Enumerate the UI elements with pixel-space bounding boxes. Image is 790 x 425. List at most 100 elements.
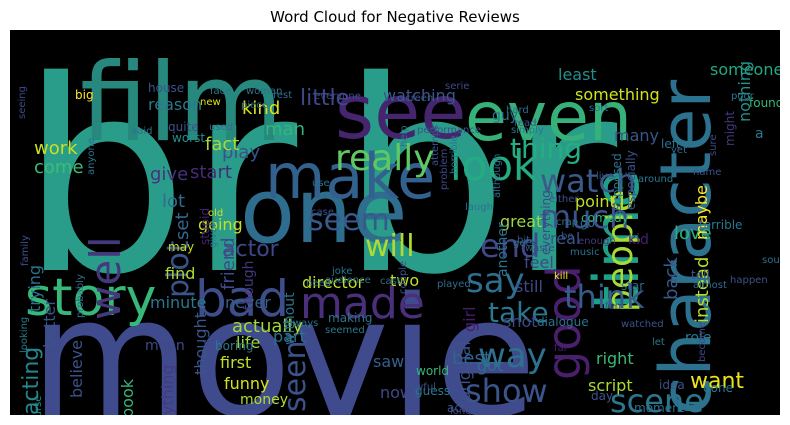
word-love: love bbox=[674, 223, 712, 244]
word-time: time bbox=[580, 170, 653, 310]
word-guy: guy bbox=[492, 108, 518, 124]
word-part: part bbox=[273, 327, 306, 346]
word-watched: watched bbox=[621, 319, 664, 330]
word-always: always bbox=[284, 318, 318, 329]
word-film: film bbox=[80, 41, 283, 166]
word-let: let bbox=[652, 337, 665, 348]
word-got: got bbox=[477, 356, 503, 375]
word-piece: piece bbox=[241, 100, 268, 111]
word-cloud: br br movie film one see even make character bad m… bbox=[10, 30, 780, 415]
word-big: big bbox=[75, 88, 94, 102]
word-everyone: everyone bbox=[314, 91, 361, 102]
word-attempt: attempt bbox=[430, 126, 441, 166]
word-trying: trying bbox=[25, 265, 44, 312]
word-problem: problem bbox=[439, 149, 450, 190]
word-story: story bbox=[25, 268, 156, 328]
word-comedy: comedy bbox=[581, 211, 629, 225]
word-mean: mean bbox=[145, 338, 185, 354]
word-around: around bbox=[638, 174, 673, 185]
word-found: found bbox=[749, 96, 780, 110]
word-terrible: terrible bbox=[699, 218, 742, 232]
word-seemed: seemed bbox=[325, 325, 365, 336]
word-kid: kid bbox=[628, 232, 649, 248]
word-help: help bbox=[399, 125, 410, 147]
word-probably: probably bbox=[75, 274, 86, 318]
word-take: take bbox=[488, 296, 549, 329]
word-sure: sure bbox=[708, 134, 719, 156]
word-even: even bbox=[465, 78, 632, 157]
word-although: although bbox=[492, 154, 503, 198]
word-serie: serie bbox=[445, 81, 469, 92]
word-poor: poor bbox=[731, 91, 755, 102]
word-waste: waste bbox=[525, 243, 555, 254]
word-book: book bbox=[118, 378, 137, 415]
word-anyone: anyone bbox=[86, 138, 97, 175]
word-star: star bbox=[621, 279, 644, 293]
word-without: without bbox=[282, 292, 298, 345]
word-old: old bbox=[208, 208, 223, 219]
word-gets: gets bbox=[513, 238, 535, 249]
word-tell: tell bbox=[691, 268, 710, 282]
word-someone: someone bbox=[710, 60, 780, 79]
word-original: original bbox=[455, 341, 474, 401]
word-plot: plot bbox=[161, 240, 196, 298]
word-say: say bbox=[466, 261, 525, 301]
word-watch: watch bbox=[540, 162, 636, 200]
word-least: least bbox=[558, 65, 597, 84]
word-back: back bbox=[661, 257, 682, 300]
word-performance: performance bbox=[417, 125, 481, 136]
word-world: world bbox=[416, 364, 449, 378]
word-bad: bad bbox=[195, 270, 289, 328]
word-believe: believe bbox=[67, 340, 86, 398]
word-fact: fact bbox=[205, 134, 239, 155]
word-set: set bbox=[172, 212, 193, 240]
word-audience: audience bbox=[325, 275, 371, 286]
word-watching: watching bbox=[383, 86, 456, 105]
word-far: far bbox=[554, 343, 569, 354]
word-house: house bbox=[148, 81, 184, 95]
word-see: see bbox=[335, 68, 466, 156]
word-now: now bbox=[380, 383, 413, 402]
word-life: life bbox=[236, 333, 260, 352]
word-live: live bbox=[596, 171, 614, 182]
word-played: played bbox=[437, 279, 471, 290]
word-thing: thing bbox=[510, 132, 582, 165]
word-head: head bbox=[22, 414, 47, 415]
word-give: give bbox=[150, 164, 188, 185]
word-much: much bbox=[540, 198, 629, 236]
word-director: director bbox=[302, 273, 365, 292]
word-better: better bbox=[40, 299, 59, 348]
word-couple: couple bbox=[398, 261, 409, 294]
word-right: right bbox=[596, 349, 634, 368]
word-funny: funny bbox=[224, 374, 270, 393]
word-become: become bbox=[697, 322, 708, 362]
word-find: find bbox=[165, 264, 195, 283]
word-know: know bbox=[678, 410, 773, 415]
word-hard: hard bbox=[506, 105, 529, 116]
word-best: best bbox=[452, 348, 491, 369]
word-cast: cast bbox=[380, 276, 401, 287]
word-money: money bbox=[240, 392, 288, 408]
word-script: script bbox=[588, 376, 633, 395]
word-quite: quite bbox=[168, 120, 199, 134]
word-action: action bbox=[447, 401, 484, 415]
word-actually: actually bbox=[232, 316, 303, 337]
word-screen: screen bbox=[400, 93, 433, 104]
word-seeing: seeing bbox=[17, 86, 28, 119]
word-course: course bbox=[33, 396, 44, 415]
word-come: come bbox=[34, 157, 84, 178]
word-one: one bbox=[240, 159, 407, 264]
word-minute: minute bbox=[150, 293, 206, 312]
word-end: end bbox=[480, 227, 540, 265]
word-way: way bbox=[478, 336, 547, 376]
word-joke: joke bbox=[331, 266, 352, 277]
word-need: need bbox=[306, 278, 331, 289]
word-sort: sort bbox=[589, 103, 608, 114]
word-first: first bbox=[220, 353, 251, 372]
word-made: made bbox=[300, 278, 425, 329]
word-thought: thought bbox=[191, 312, 210, 375]
word-sound: sound bbox=[762, 255, 780, 266]
word-music: music bbox=[570, 247, 600, 258]
word-turn: turn bbox=[247, 411, 272, 415]
word-play: play bbox=[222, 142, 260, 163]
